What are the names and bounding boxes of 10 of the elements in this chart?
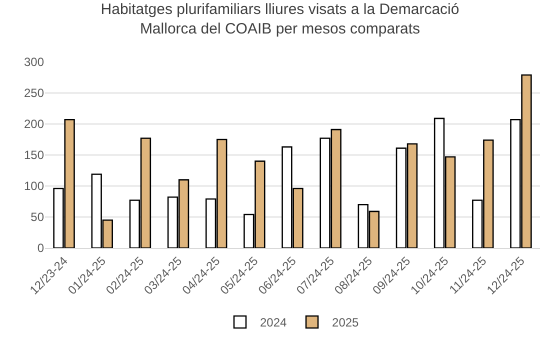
y-tick-label: 100 — [24, 179, 44, 194]
y-tick-label: 250 — [24, 86, 44, 100]
y-tick-label: 300 — [24, 55, 44, 70]
legend-label: 2025 — [332, 316, 360, 330]
y-tick-label: 50 — [30, 210, 44, 224]
chart-title: Habitatges plurifamiliars lliures visats a la Demarcació Mallorca del COAIB per mesos comparats — [100, 0, 460, 38]
y-tick-label: 150 — [24, 148, 44, 162]
legend-label: 2024 — [260, 316, 288, 330]
y-tick-label: 200 — [24, 117, 44, 132]
y-tick-label: 0 — [37, 241, 44, 256]
